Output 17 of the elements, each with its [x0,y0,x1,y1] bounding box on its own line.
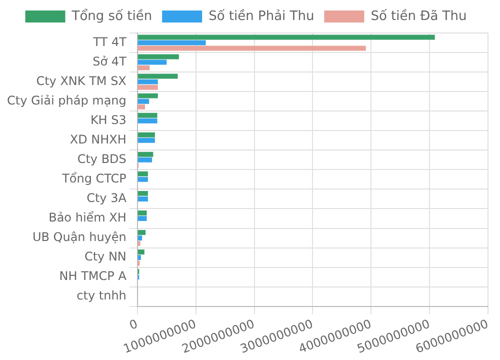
y-tick-label: Cty 3A [86,191,128,206]
y-tick-label: Cty XNK TM SX [36,74,126,88]
y-tick-label: Cty NN [84,250,126,264]
legend-label: Số tiền Phải Thu [208,8,314,24]
y-tick-label: Sở 4T [92,54,128,68]
legend-label: Số tiền Đã Thu [370,8,467,24]
y-tick-label: KH S3 [90,112,126,127]
y-tick-label: Cty Giải pháp mạng [6,93,126,108]
y-tick-label: Bảo hiểm XH [48,210,126,225]
y-tick-label: TT 4T [92,34,128,49]
y-tick-label: Cty BDS [77,152,126,166]
y-tick-label: Tổng CTCP [61,172,126,186]
y-tick-label: cty tnhh [76,288,126,303]
legend-label: Tổng số tiền [70,8,152,24]
y-tick-label: XD NHXH [70,132,126,147]
y-tick-label: UB Quận huyện [32,230,126,244]
y-tick-label: NH TMCP A [59,269,128,284]
